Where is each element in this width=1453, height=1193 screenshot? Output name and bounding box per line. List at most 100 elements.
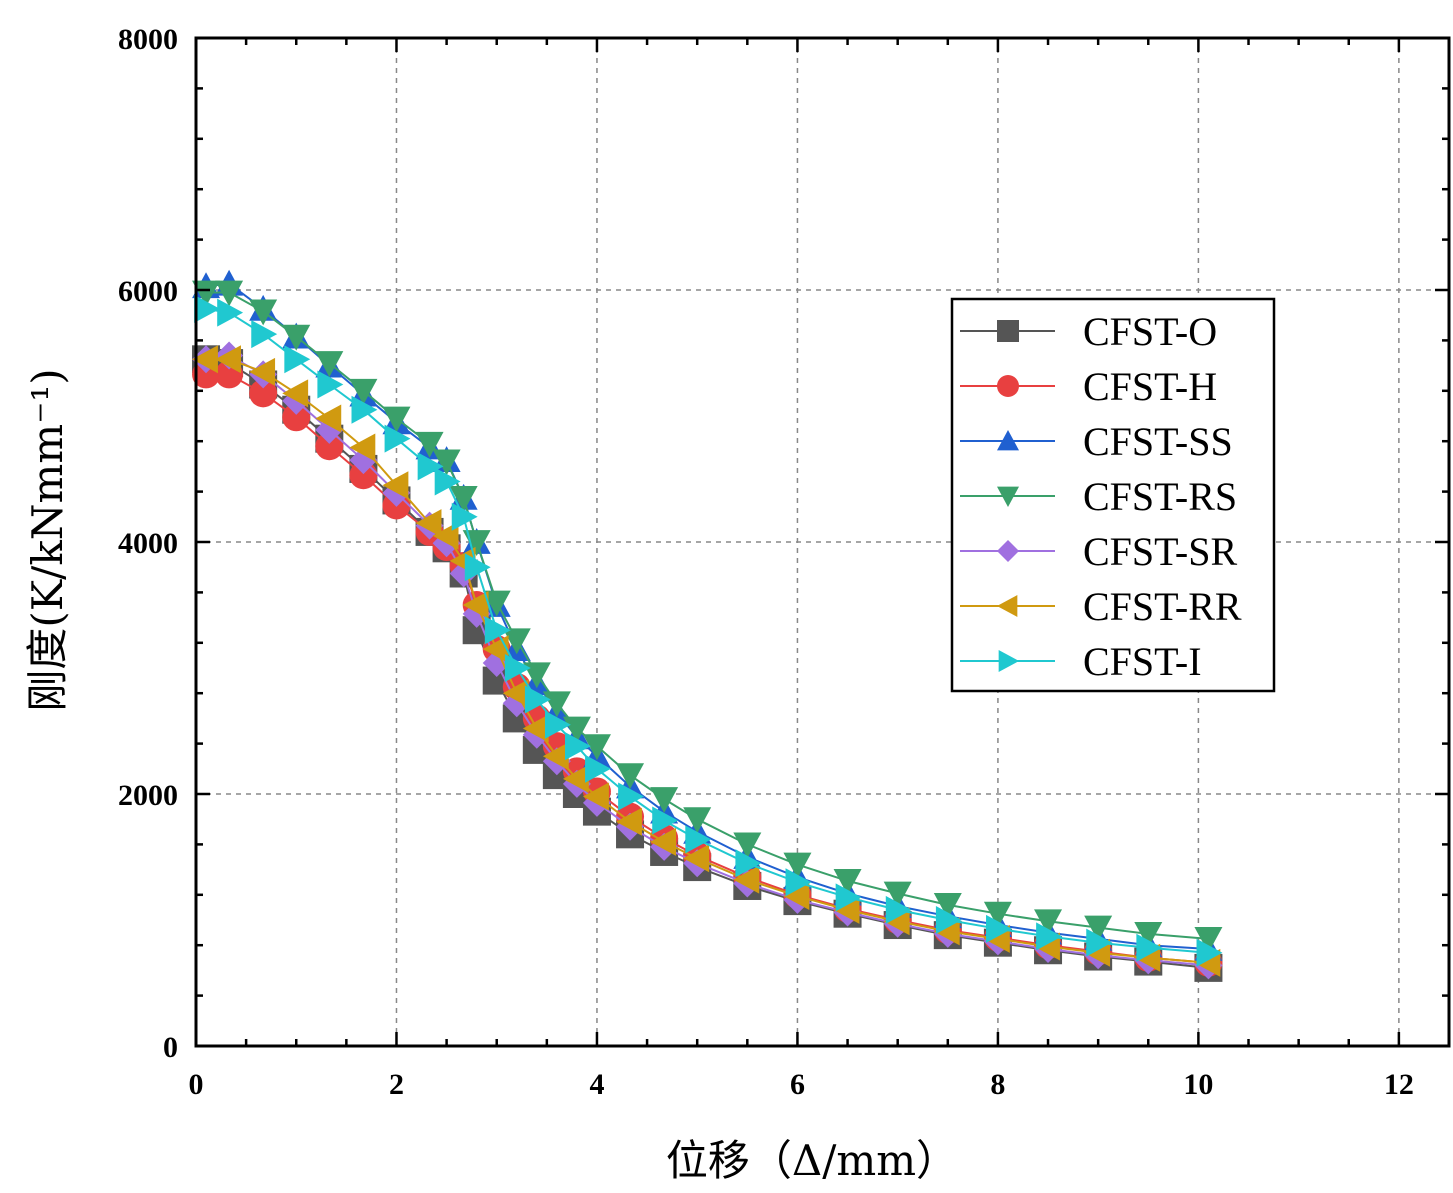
data-point-cfst-rr	[382, 471, 409, 500]
data-point-cfst-rs	[562, 716, 591, 743]
data-point-cfst-i	[217, 298, 244, 327]
data-point-cfst-rs	[582, 734, 611, 761]
legend-label-cfst-rs: CFST-RS	[1083, 474, 1237, 519]
data-point-cfst-i	[317, 370, 344, 399]
data-point-cfst-i	[935, 906, 962, 934]
axis-ticks	[194, 36, 1451, 1048]
x-tick-label: 4	[589, 1068, 604, 1101]
y-tick-label: 2000	[118, 779, 178, 812]
legend-label-cfst-sr: CFST-SR	[1083, 529, 1238, 574]
data-point-cfst-rr	[833, 895, 860, 924]
data-point-cfst-rs	[432, 449, 461, 476]
data-point-cfst-rs	[883, 881, 912, 908]
data-point-cfst-rs	[933, 892, 962, 919]
legend-marker-cfst-h	[997, 375, 1019, 397]
data-point-cfst-i	[785, 868, 812, 897]
x-tick-label: 2	[389, 1068, 404, 1101]
series-cfst-i	[194, 294, 1223, 967]
data-point-cfst-rs	[983, 901, 1012, 928]
data-point-cfst-i	[504, 654, 531, 682]
data-point-cfst-i	[464, 553, 491, 582]
data-point-cfst-rs	[1084, 915, 1113, 942]
data-point-cfst-i	[835, 883, 862, 912]
data-point-cfst-rr	[349, 433, 376, 462]
legend-label-cfst-rr: CFST-RR	[1083, 584, 1242, 629]
data-point-cfst-i	[524, 685, 551, 714]
data-point-cfst-i	[484, 616, 511, 645]
data-point-cfst-rs	[415, 431, 444, 458]
data-point-cfst-rr	[215, 345, 241, 374]
legend-label-cfst-ss: CFST-SS	[1083, 419, 1233, 464]
x-tick-label: 8	[990, 1068, 1005, 1101]
data-point-cfst-rs	[502, 628, 531, 655]
data-point-cfst-rs	[833, 869, 862, 895]
legend-marker-cfst-rs	[997, 486, 1019, 507]
data-point-cfst-rr	[582, 782, 609, 811]
data-point-cfst-rr	[415, 509, 442, 538]
data-point-cfst-rs	[522, 662, 551, 689]
data-point-cfst-rr	[462, 591, 489, 619]
data-point-cfst-i	[585, 754, 611, 783]
data-point-cfst-rs	[1034, 909, 1063, 936]
legend-label-cfst-h: CFST-H	[1083, 364, 1217, 409]
data-point-cfst-rs	[616, 763, 645, 790]
data-point-cfst-i	[735, 849, 762, 878]
data-point-cfst-i	[451, 502, 478, 531]
y-tick-label: 0	[163, 1031, 178, 1064]
y-tick-label: 6000	[118, 275, 178, 308]
data-point-cfst-i	[885, 895, 912, 924]
data-point-cfst-i	[565, 732, 591, 761]
data-point-cfst-rs	[650, 787, 679, 814]
data-point-cfst-rs	[783, 852, 812, 879]
x-tick-label: 6	[790, 1068, 805, 1101]
data-point-cfst-rr	[616, 807, 642, 836]
data-point-cfst-rr	[783, 882, 810, 911]
data-point-cfst-rs	[1134, 921, 1163, 948]
data-point-cfst-rs	[542, 691, 571, 718]
data-point-cfst-rr	[522, 714, 549, 743]
data-point-cfst-rs	[192, 280, 221, 307]
data-point-cfst-rr	[650, 827, 677, 856]
legend-marker-cfst-i	[998, 650, 1019, 672]
data-point-cfst-i	[618, 782, 645, 811]
data-point-cfst-i	[251, 320, 278, 349]
data-point-cfst-rs	[382, 406, 411, 433]
x-tick-label: 0	[189, 1068, 204, 1101]
data-point-cfst-i	[685, 825, 712, 854]
legend: CFST-O CFST-H CFST-SS CFST-RS CFST-SR CFST-RR…	[950, 297, 1276, 693]
x-tick-label: 10	[1183, 1068, 1213, 1101]
data-point-cfst-rs	[449, 486, 478, 512]
data-point-cfst-rr	[542, 742, 569, 771]
data-point-cfst-i	[1196, 938, 1223, 967]
data-point-cfst-i	[652, 806, 679, 835]
data-point-cfst-rr	[562, 764, 589, 793]
data-point-cfst-i	[384, 424, 411, 453]
data-point-cfst-rs	[1194, 927, 1223, 953]
data-point-cfst-i	[544, 710, 571, 739]
data-point-cfst-i	[1136, 933, 1163, 962]
data-point-cfst-rr	[733, 865, 760, 894]
data-point-cfst-rs	[249, 299, 278, 326]
data-point-cfst-rs	[482, 590, 511, 617]
y-tick-label: 4000	[118, 527, 178, 560]
legend-label-cfst-o: CFST-O	[1083, 309, 1217, 354]
x-axis-title: 位移（Δ/mm）	[666, 1136, 958, 1185]
data-point-cfst-i	[194, 294, 221, 323]
data-point-cfst-rr	[502, 679, 529, 708]
data-point-cfst-rs	[733, 832, 762, 859]
data-point-cfst-rr	[192, 345, 218, 374]
data-point-cfst-i	[417, 452, 444, 481]
legend-marker-cfst-sr	[997, 540, 1019, 562]
data-point-cfst-h	[315, 432, 344, 461]
y-tick-label: 8000	[118, 23, 178, 56]
data-point-cfst-h	[282, 403, 311, 432]
series-layer	[192, 269, 1223, 982]
data-point-cfst-rr	[282, 379, 309, 408]
data-point-cfst-i	[284, 345, 311, 374]
data-point-cfst-rr	[683, 844, 710, 873]
series-cfst-rs	[192, 280, 1223, 953]
data-point-cfst-i	[434, 467, 461, 496]
data-point-cfst-rs	[215, 280, 244, 307]
legend-marker-cfst-ss	[997, 430, 1019, 451]
